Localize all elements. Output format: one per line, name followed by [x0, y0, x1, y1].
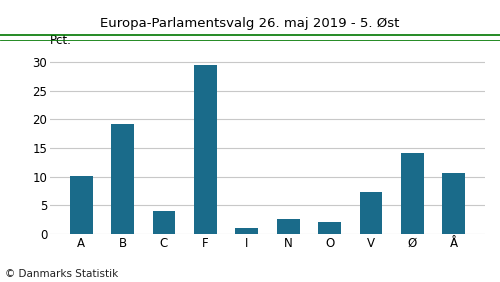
Bar	[401, 153, 424, 234]
Bar	[236, 228, 258, 234]
Bar	[360, 192, 382, 234]
Bar	[194, 65, 217, 234]
Bar	[442, 173, 465, 234]
Text: Pct.: Pct.	[50, 34, 72, 47]
Text: Europa-Parlamentsvalg 26. maj 2019 - 5. Øst: Europa-Parlamentsvalg 26. maj 2019 - 5. …	[100, 17, 400, 30]
Text: © Danmarks Statistik: © Danmarks Statistik	[5, 269, 118, 279]
Bar	[277, 219, 299, 234]
Bar	[111, 124, 134, 234]
Bar	[152, 211, 176, 234]
Bar	[70, 176, 92, 234]
Bar	[318, 222, 341, 234]
